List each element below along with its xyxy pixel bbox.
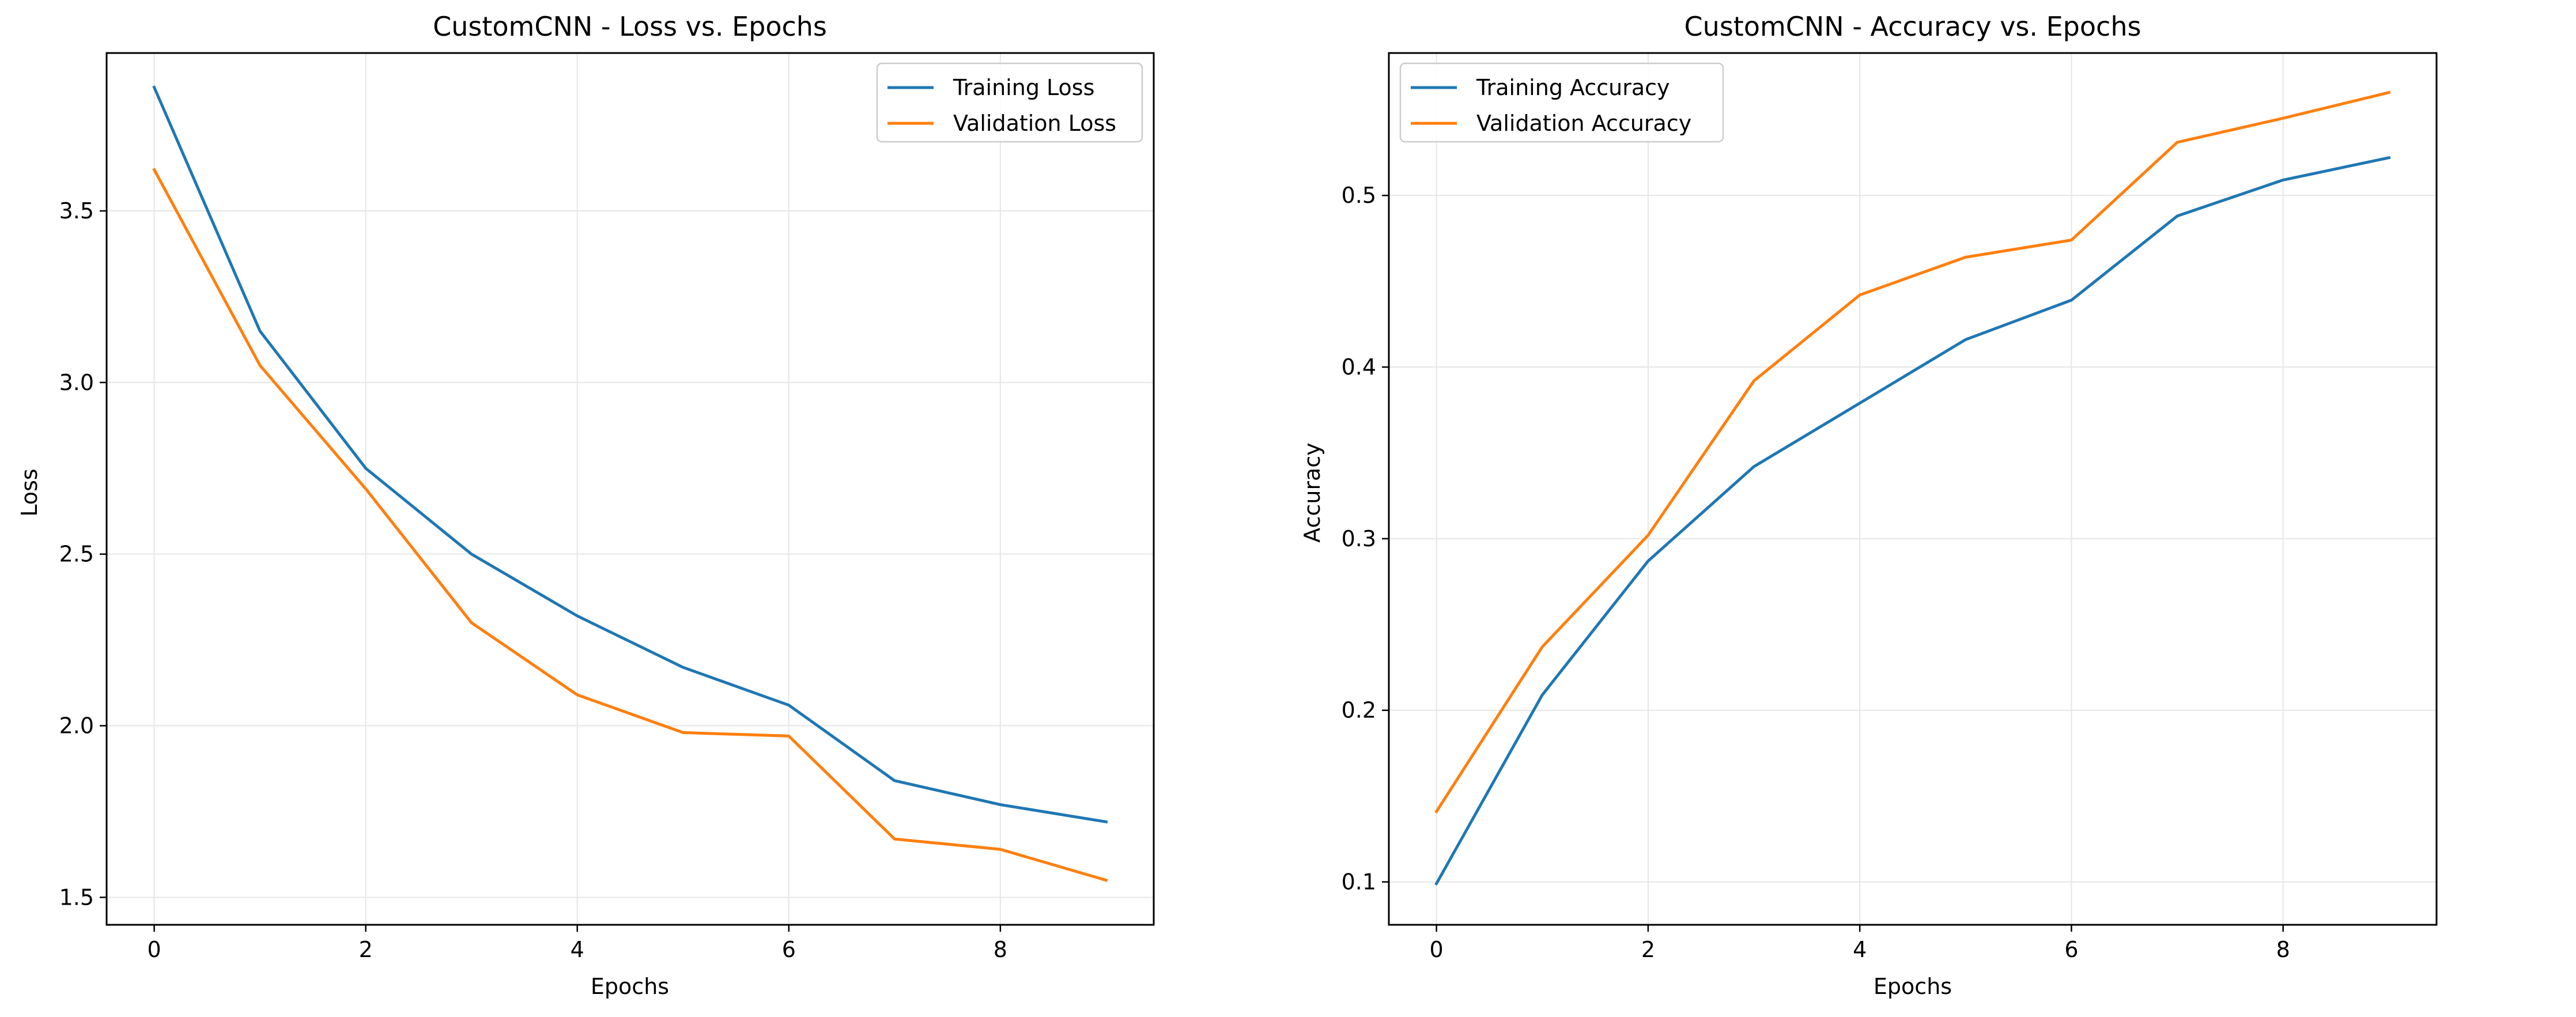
loss-chart-series-training-line	[152, 85, 1108, 824]
accuracy-chart-plot-frame	[1388, 52, 2438, 926]
loss-chart-legend-label: Training Loss	[953, 75, 1094, 100]
loss-chart-legend-label: Validation Loss	[953, 111, 1116, 136]
loss-chart-y-tick-label: 2.0	[59, 713, 94, 739]
loss-chart: CustomCNN - Loss vs. Epochs Epochs Loss …	[17, 11, 1155, 999]
accuracy-chart-legend-box	[1399, 62, 1724, 143]
loss-chart-x-tick-label: 4	[571, 937, 584, 962]
loss-chart-plot-frame	[105, 52, 1155, 926]
loss-chart-x-tick-label: 0	[147, 937, 161, 962]
accuracy-chart-y-tick-label: 0.1	[1342, 869, 1376, 895]
accuracy-chart-legend-label: Validation Accuracy	[1476, 111, 1691, 136]
loss-chart-x-tick-label: 6	[782, 937, 796, 962]
loss-chart-legend-box	[876, 62, 1143, 143]
loss-chart-legend: Training Loss Validation Loss	[876, 62, 1143, 143]
accuracy-chart-y-tick-label: 0.2	[1342, 698, 1376, 723]
accuracy-chart-grid	[1389, 53, 2437, 925]
loss-chart-x-tick-label: 2	[359, 937, 373, 962]
loss-chart-y-tick-label: 3.5	[59, 198, 94, 224]
accuracy-chart-x-tick-label: 0	[1430, 937, 1444, 962]
loss-chart-y-tick-label: 3.0	[59, 370, 94, 395]
accuracy-chart-series	[1434, 90, 2391, 886]
loss-chart-ticks: 0 2 4 6 8 1.5 2.0 2.5 3.0 3.5	[59, 198, 1007, 962]
accuracy-chart-series-validation-line	[1434, 90, 2391, 814]
accuracy-chart-y-tick-label: 0.5	[1342, 183, 1376, 208]
accuracy-chart-x-tick-label: 2	[1641, 937, 1655, 962]
loss-chart-series-validation-line	[152, 168, 1108, 882]
loss-chart-y-axis-label: Loss	[17, 468, 42, 516]
loss-chart-series	[152, 85, 1108, 882]
loss-chart-title: CustomCNN - Loss vs. Epochs	[433, 11, 827, 42]
loss-chart-x-axis-label: Epochs	[591, 974, 669, 999]
accuracy-chart-x-axis-label: Epochs	[1874, 974, 1952, 999]
accuracy-chart-y-tick-label: 0.4	[1342, 354, 1376, 380]
accuracy-chart-y-tick-label: 0.3	[1342, 526, 1376, 551]
loss-chart-x-tick-label: 8	[994, 937, 1007, 962]
accuracy-chart-y-axis-label: Accuracy	[1300, 443, 1325, 543]
accuracy-chart-title: CustomCNN - Accuracy vs. Epochs	[1684, 11, 2141, 42]
loss-chart-y-tick-label: 2.5	[59, 542, 94, 567]
loss-chart-grid	[107, 53, 1154, 925]
accuracy-chart-ticks: 0 2 4 6 8 0.1 0.2 0.3 0.4 0.5	[1342, 183, 2290, 962]
accuracy-chart-series-training-line	[1434, 156, 2391, 886]
accuracy-chart-x-tick-label: 8	[2276, 937, 2290, 962]
accuracy-chart-x-tick-label: 4	[1853, 937, 1867, 962]
accuracy-chart-legend-label: Training Accuracy	[1476, 75, 1670, 100]
loss-chart-y-tick-label: 1.5	[59, 884, 94, 910]
accuracy-chart: CustomCNN - Accuracy vs. Epochs Epochs A…	[1300, 11, 2438, 999]
accuracy-chart-x-tick-label: 6	[2064, 937, 2078, 962]
accuracy-chart-legend: Training Accuracy Validation Accuracy	[1399, 62, 1724, 143]
